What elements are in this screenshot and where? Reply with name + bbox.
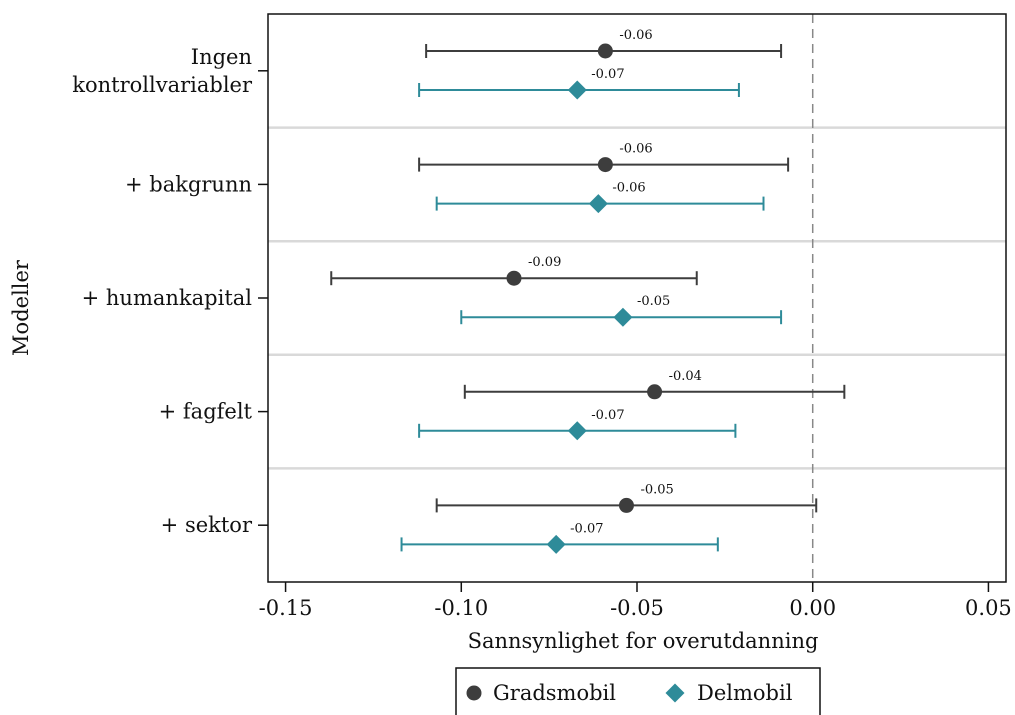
point-estimate-marker [506,270,522,286]
y-tick-label-line: + fagfelt [159,400,253,424]
legend-label: Delmobil [697,681,793,705]
point-estimate-marker [597,157,613,173]
point-estimate-marker [546,534,566,554]
legend-box [455,667,821,715]
data-label: -0.07 [570,521,603,536]
data-labels: -0.06 -0.07 -0.06 -0.06 -0.09 -0.05 -0.04 -0.07… [528,28,702,536]
y-tick-label-line: Ingen [191,45,252,69]
y-tick-label-line: + sektor [161,513,253,537]
y-tick-label-line: + bakgrunn [125,172,252,196]
point-estimate-marker [613,307,633,327]
legend: Gradsmobil Delmobil [455,667,821,715]
data-label: -0.09 [528,255,561,270]
y-tick-label: + humankapital [82,286,253,310]
point-estimate-marker [647,384,663,400]
data-label: -0.06 [612,181,645,196]
y-tick-label: Ingen kontrollvariabler [72,45,253,97]
y-tick-label: + sektor [161,513,253,537]
point-estimate-marker [618,497,634,513]
data-label: -0.05 [640,482,673,497]
error-bars [330,44,846,552]
data-label: -0.06 [619,142,652,157]
panel-separators [268,126,1006,470]
data-label: -0.04 [669,369,702,384]
y-axis-ticks: Ingen kontrollvariabler + bakgrunn + humank… [72,45,268,537]
y-tick-label: + fagfelt [159,400,253,424]
x-tick-label: 0.00 [789,596,836,620]
y-tick-label-line: + humankapital [82,286,253,310]
data-label: -0.05 [637,294,670,309]
data-label: -0.06 [619,28,652,43]
point-estimate-marker [597,43,613,59]
x-axis-title: Sannsynlighet for overutdanning [468,629,819,653]
y-axis-title: Modeller [9,259,33,356]
x-axis-ticks: -0.15 -0.10 -0.05 0.00 0.05 [259,582,1012,620]
x-tick-label: 0.05 [965,596,1012,620]
y-tick-label-line: kontrollvariabler [72,73,253,97]
point-markers [506,43,663,554]
legend-swatch [466,685,482,701]
data-label: -0.07 [591,408,624,423]
legend-label: Gradsmobil [493,681,616,705]
data-label: -0.07 [591,67,624,82]
x-tick-label: -0.10 [434,596,488,620]
x-tick-label: -0.15 [259,596,313,620]
point-estimate-marker [588,194,608,214]
x-tick-label: -0.05 [610,596,664,620]
y-tick-label: + bakgrunn [125,172,252,196]
point-estimate-marker [567,421,587,441]
legend-swatch [665,683,685,703]
point-estimate-marker [567,80,587,100]
